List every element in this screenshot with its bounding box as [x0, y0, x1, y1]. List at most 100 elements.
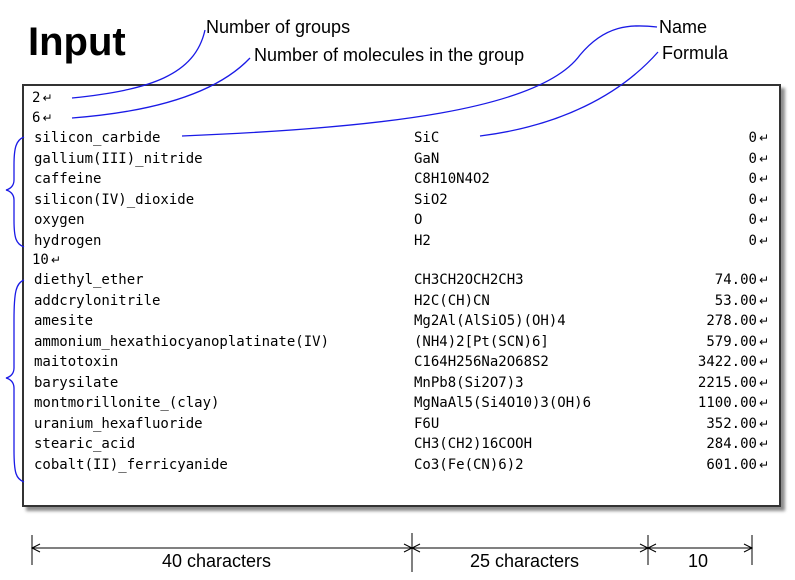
table-row: cobalt(II)_ferricyanide Co3(Fe(CN)6)2 601.… [24, 455, 779, 475]
molecule-formula: CH3(CH2)16COOH [414, 436, 533, 452]
dim-label-formula: 25 characters [470, 551, 580, 571]
molecule-value: 284.00 [706, 436, 757, 452]
molecule-value-cell: 53.00 ↵ [715, 291, 769, 311]
table-row: barysilate MnPb8(Si2O7)3 2215.00 ↵ [24, 373, 779, 393]
molecule-value: 3422.00 [697, 354, 757, 370]
molecule-value: 0 [748, 150, 757, 167]
molecule-formula: MnPb8(Si2O7)3 [414, 374, 524, 391]
leader-molecules [71, 57, 251, 119]
group2-count-line: 10 ↵ [32, 250, 61, 270]
molecule-formula: C164H256Na2O68S2 [414, 354, 549, 370]
molecule-formula: Mg2Al(AlSiO5)(OH)4 [414, 313, 566, 329]
molecule-name: addcrylonitrile [34, 292, 161, 309]
molecule-value-cell: 1100.00 ↵ [698, 393, 769, 413]
molecule-value: 0 [748, 212, 757, 228]
molecule-value: 0 [748, 232, 757, 249]
molecule-value-cell: 0 ↵ [749, 231, 770, 251]
return-icon: ↵ [758, 334, 769, 349]
molecule-name: oxygen [34, 212, 85, 228]
return-icon: ↵ [758, 396, 769, 410]
return-icon: ↵ [758, 213, 769, 227]
table-row: addcrylonitrile H2C(CH)CN 53.00 ↵ [24, 291, 779, 311]
molecule-formula: SiC [414, 130, 440, 146]
molecule-value-cell: 0 ↵ [749, 169, 770, 189]
molecule-value-cell: 3422.00 ↵ [698, 352, 769, 372]
molecule-name: maitotoxin [34, 354, 119, 370]
brace-group1 [5, 136, 25, 248]
table-row: caffeine C8H10N4O2 0 ↵ [24, 169, 779, 189]
table-row: silicon_carbide SiC 0 ↵ [24, 128, 779, 148]
molecule-formula: SiO2 [414, 191, 448, 208]
molecule-value-cell: 278.00 ↵ [706, 311, 769, 331]
return-icon: ↵ [758, 355, 769, 369]
return-icon: ↵ [758, 416, 769, 431]
molecule-formula: C8H10N4O2 [414, 171, 490, 187]
return-icon: ↵ [758, 233, 769, 248]
molecule-value: 0 [748, 130, 757, 146]
table-row: oxygen O 0 ↵ [24, 210, 779, 230]
return-icon: ↵ [758, 293, 769, 308]
molecule-value: 352.00 [706, 415, 757, 432]
callout-formula: Formula [662, 43, 729, 63]
return-icon: ↵ [42, 111, 53, 125]
leader-formula [479, 51, 659, 137]
molecule-value-cell: 0 ↵ [749, 190, 770, 210]
callout-name: Name [659, 17, 708, 37]
table-row: montmorillonite_(clay) MgNaAl5(Si4O10)3(O… [24, 393, 779, 413]
groups-count: 2 [32, 90, 41, 106]
return-icon: ↵ [758, 131, 769, 145]
molecule-formula: O [414, 212, 423, 228]
molecule-name: silicon_carbide [34, 130, 161, 146]
molecule-value-cell: 74.00 ↵ [715, 270, 769, 290]
table-row: silicon(IV)_dioxide SiO2 0 ↵ [24, 190, 779, 210]
molecule-formula: Co3(Fe(CN)6)2 [414, 456, 524, 473]
return-icon: ↵ [758, 457, 769, 472]
return-icon: ↵ [758, 192, 769, 207]
table-row: maitotoxin C164H256Na2O68S2 3422.00 ↵ [24, 352, 779, 372]
return-icon: ↵ [50, 253, 61, 267]
groups-count-line: 2 ↵ [32, 88, 53, 108]
molecule-value-cell: 284.00 ↵ [706, 434, 769, 454]
molecule-formula: (NH4)2[Pt(SCN)6] [414, 333, 549, 350]
molecule-value: 53.00 [714, 292, 757, 309]
brace-group2 [5, 279, 25, 483]
molecule-value-cell: 2215.00 ↵ [698, 373, 769, 393]
return-icon: ↵ [758, 151, 769, 166]
group1-count: 6 [32, 110, 41, 126]
group1-count-line: 6 ↵ [32, 108, 53, 128]
molecule-formula: F6U [414, 415, 440, 432]
molecule-formula: CH3CH2OCH2CH3 [414, 272, 524, 288]
molecule-formula: GaN [414, 150, 440, 167]
table-row: gallium(III)_nitride GaN 0 ↵ [24, 149, 779, 169]
table-row: hydrogen H2 0 ↵ [24, 231, 779, 251]
leader-name [181, 25, 658, 137]
molecule-value: 2215.00 [697, 374, 757, 391]
table-row: stearic_acid CH3(CH2)16COOH 284.00 ↵ [24, 434, 779, 454]
table-row: ammonium_hexathiocyanoplatinate(IV) (NH4)… [24, 332, 779, 352]
molecule-formula: H2C(CH)CN [414, 292, 490, 309]
molecule-name: stearic_acid [34, 436, 136, 452]
molecule-value-cell: 0 ↵ [749, 149, 770, 169]
molecule-name: cobalt(II)_ferricyanide [34, 456, 228, 473]
molecule-name: amesite [34, 313, 94, 329]
dim-label-name: 40 characters [162, 551, 272, 571]
molecule-value: 0 [748, 191, 757, 208]
table-row: diethyl_ether CH3CH2OCH2CH3 74.00 ↵ [24, 270, 779, 290]
page-title: Input [28, 20, 126, 64]
molecule-name: montmorillonite_(clay) [34, 395, 220, 411]
return-icon: ↵ [758, 437, 769, 451]
molecule-value-cell: 579.00 ↵ [706, 332, 769, 352]
molecule-value: 278.00 [706, 313, 757, 329]
molecule-name: uranium_hexafluoride [34, 415, 203, 432]
molecule-name: caffeine [34, 171, 102, 187]
callout-number-of-groups: Number of groups [206, 17, 351, 37]
molecule-value: 74.00 [714, 272, 757, 288]
return-icon: ↵ [42, 91, 53, 105]
callout-number-of-molecules: Number of molecules in the group [254, 45, 525, 65]
molecule-name: ammonium_hexathiocyanoplatinate(IV) [34, 333, 330, 350]
molecule-formula: MgNaAl5(Si4O10)3(OH)6 [414, 395, 592, 411]
molecule-value: 1100.00 [697, 395, 757, 411]
molecule-value-cell: 352.00 ↵ [706, 414, 769, 434]
molecule-value-cell: 0 ↵ [749, 210, 770, 230]
